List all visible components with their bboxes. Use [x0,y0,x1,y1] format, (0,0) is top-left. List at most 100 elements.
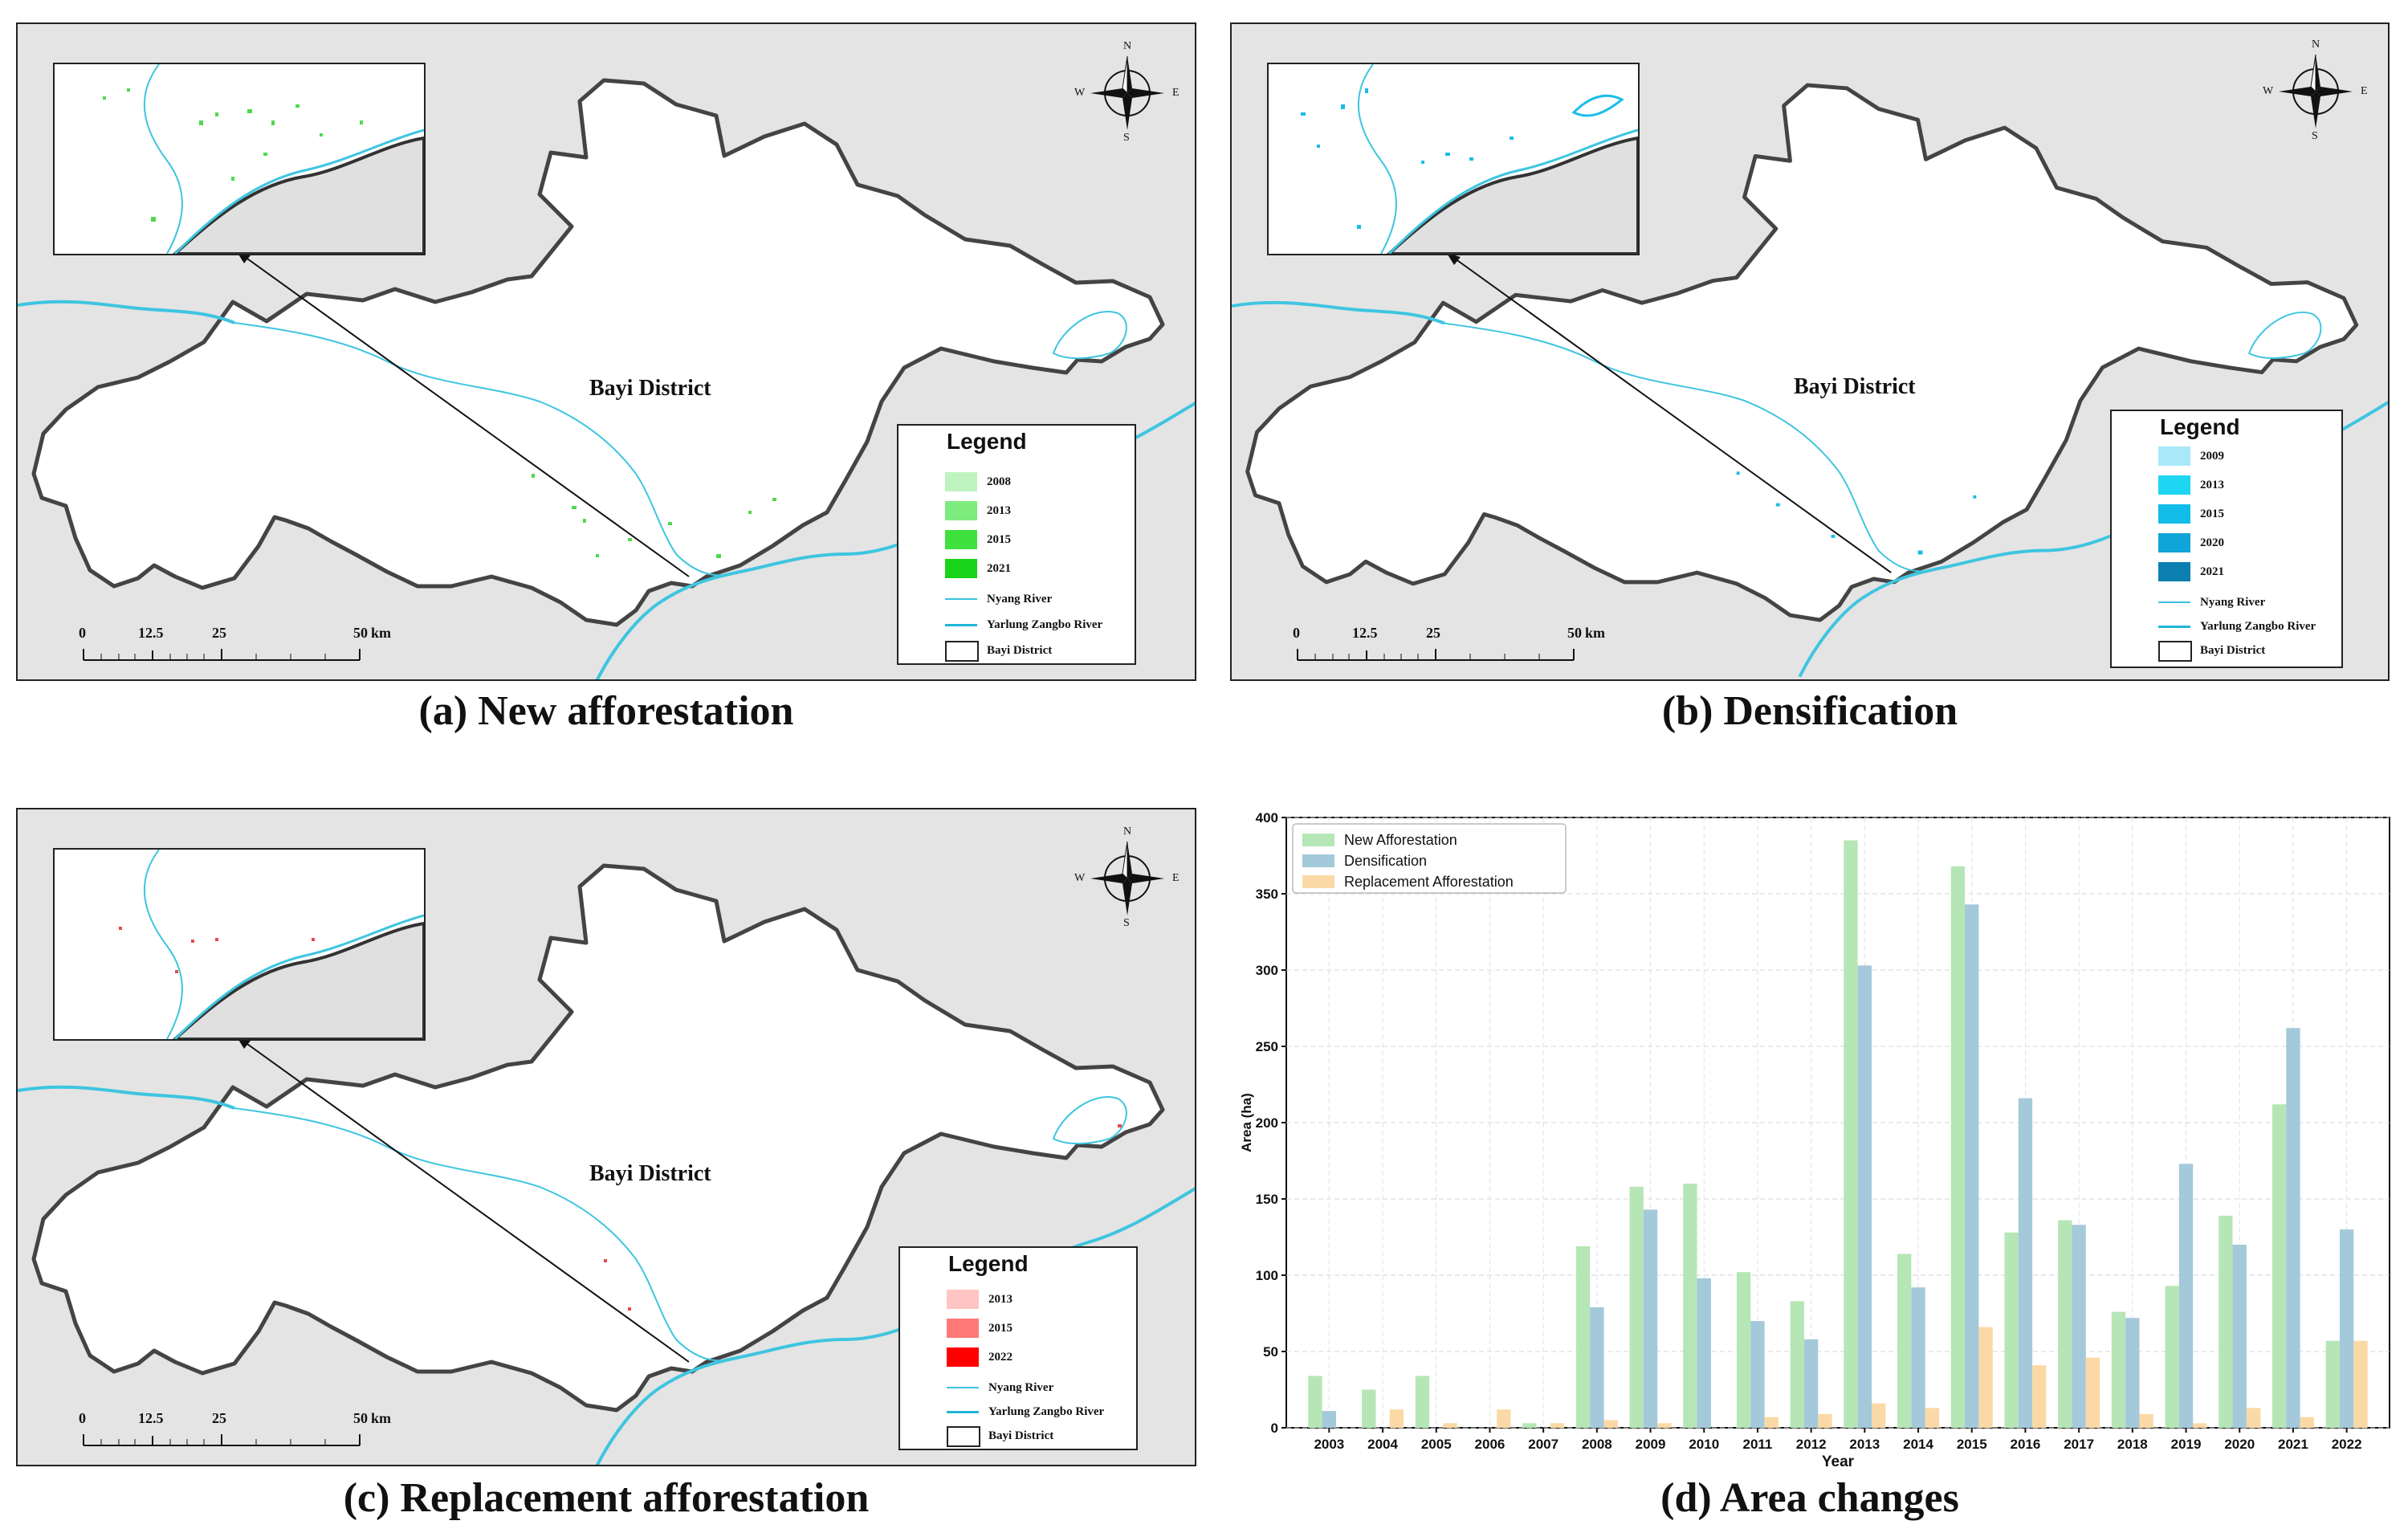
compass-e: E [2361,85,2368,97]
bar [1950,866,1966,1428]
x-axis-label: Year [1822,1453,1855,1470]
inset-map [53,63,426,255]
bar [2219,1215,2233,1428]
x-tick-label: 2010 [1689,1437,1719,1452]
scale-label-12-5: 12.5 [138,1410,164,1426]
yarlung-zangbo-river [18,1085,1195,1465]
x-tick-label: 2016 [2011,1437,2041,1452]
legend-line [947,1411,979,1413]
bar [1965,904,1979,1428]
x-tick-label: 2012 [1796,1437,1827,1452]
scale-label-km: km [371,625,392,641]
bar [2139,1413,2153,1428]
bar [1550,1423,1565,1428]
inset-river [143,850,183,1039]
bar [2072,1225,2086,1428]
compass-n: N [2312,39,2320,51]
scale-label-50: 50 [353,1410,368,1426]
inset-river [1387,128,1638,254]
map-panel-a: Bayi District N S W E 0 12.5 25 50 km [16,22,1196,681]
legend-swatch [2158,475,2190,495]
bar [1736,1272,1751,1428]
compass-rose: N S W E [2263,39,2368,142]
legend-swatch [945,559,977,578]
compass-w: W [1074,872,1086,884]
bar [2004,1232,2019,1428]
chart-legend-swatch [1302,875,1334,888]
bar [2085,1357,2100,1428]
legend-title: Legend [2160,414,2240,439]
district-label: Bayi District [589,1161,711,1186]
chart-legend-label: New Afforestation [1344,832,1457,848]
inset-map [53,848,426,1041]
x-tick-label: 2005 [1421,1437,1452,1452]
inset-river [143,64,183,254]
river-loop [2247,312,2322,359]
scale-bar: 0 12.5 25 50 km [79,1410,419,1450]
bar [1897,1254,1912,1428]
inset-river [173,128,424,254]
bar [1844,840,1858,1428]
scale-label-0: 0 [79,625,86,641]
bar [1818,1413,1832,1428]
inset-outside-area [173,921,424,1039]
bar [1522,1423,1537,1428]
district-boundary [1245,83,2359,622]
x-tick-label: 2020 [2224,1437,2255,1452]
bar [2353,1340,2368,1428]
x-tick-label: 2003 [1314,1437,1344,1452]
caption-d: (d) Area changes [1660,1475,1959,1521]
nyang-river [234,1107,725,1362]
scale-bar: 0 12.5 25 50 km [79,625,419,665]
map-svg-c [18,863,1195,1465]
river-loop [1052,1096,1127,1145]
compass-s: S [1123,917,1130,929]
x-tick-label: 2022 [2332,1437,2362,1452]
scale-label-0: 0 [1293,625,1300,641]
inset-map [1267,63,1640,255]
y-axis-label: Area (ha) [1239,1093,1254,1152]
inset-change-pixels [103,88,363,222]
area-change-chart-svg: 0 50 100 150 200 250 300 350 400 2003 2004 2005 2006… [1239,810,2390,1470]
legend-line [945,624,977,626]
legend-swatch [947,1319,979,1338]
legend-swatch [2158,562,2190,581]
bar [1683,1184,1697,1428]
compass-w: W [1074,87,1086,99]
bar [1443,1423,1457,1428]
x-tick-label: 2011 [1743,1437,1773,1452]
compass-icon [2279,54,2353,128]
compass-e: E [1172,87,1180,99]
bar [1764,1417,1778,1428]
legend-a: Legend 2008 2013 2015 2021 Nyang River Y… [897,424,1136,665]
bar [1925,1408,1940,1428]
bar [1750,1321,1765,1428]
bar [2246,1408,2261,1428]
compass-icon [1090,55,1164,130]
x-tick-label: 2008 [1582,1437,1612,1452]
bar [2032,1365,2047,1428]
chart-legend-label: Densification [1344,853,1427,869]
caption-b: (b) Densification [1661,688,1958,734]
bar [1308,1376,1322,1428]
bar [1697,1278,1711,1428]
x-tick-label: 2007 [1528,1437,1558,1452]
river-loop [1052,311,1127,360]
x-tick-label: 2018 [2117,1437,2148,1452]
legend-title: Legend [947,429,1027,454]
area-change-chart: 0 50 100 150 200 250 300 350 400 2003 2004 2005 2006… [1237,808,2401,1490]
scale-label-0: 0 [79,1410,86,1426]
compass-n: N [1123,826,1132,838]
x-tick-label: 2015 [1957,1437,1987,1452]
scale-label-25: 25 [1426,625,1440,641]
inset-change-pixels [1301,88,1514,229]
inset-pointer-arrowhead [1446,252,1461,265]
bar [2300,1417,2314,1428]
scale-label-km: km [371,1410,392,1426]
legend-swatch [2158,533,2190,552]
chart-legend-swatch [1302,834,1334,846]
bar [2018,1098,2033,1428]
scale-label-50: 50 [1567,625,1582,641]
bar [2286,1028,2300,1428]
bar [1657,1423,1672,1428]
